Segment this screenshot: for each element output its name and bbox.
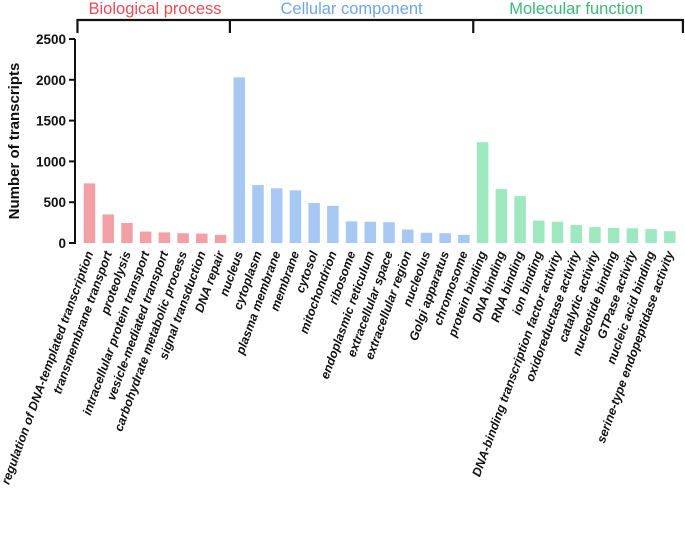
y-tick-label: 1500 [36, 114, 66, 129]
bar [121, 223, 133, 243]
bar [420, 232, 433, 243]
bar [289, 190, 302, 243]
category-label: regulation of DNA-templated transcriptio… [0, 249, 96, 486]
bar [401, 229, 414, 243]
y-tick-label: 500 [43, 195, 66, 210]
bar [364, 221, 377, 243]
bar [439, 233, 451, 243]
y-tick-label: 0 [58, 236, 66, 251]
y-axis-title: Number of transcripts [6, 63, 23, 220]
bar [270, 188, 283, 243]
bar [514, 196, 526, 243]
bar [327, 205, 339, 243]
bar [570, 225, 582, 243]
bar [214, 234, 227, 243]
bar [645, 229, 657, 243]
group-title: Biological process [89, 0, 222, 18]
bar [607, 227, 620, 243]
bar [102, 214, 114, 243]
bar [83, 183, 96, 243]
bar [233, 77, 246, 244]
bar [383, 222, 395, 243]
bar [252, 185, 264, 243]
bar [476, 142, 489, 243]
bar [664, 231, 676, 243]
bar [589, 227, 601, 243]
bar [533, 220, 545, 243]
bar [139, 231, 152, 243]
y-tick-label: 2000 [36, 73, 66, 88]
bar [458, 234, 470, 243]
bar [626, 228, 639, 243]
bar [308, 203, 320, 243]
bar [177, 233, 189, 243]
group-title: Cellular component [280, 0, 423, 18]
group-title: Molecular function [509, 0, 643, 18]
y-tick-label: 2500 [36, 32, 66, 47]
bar [495, 189, 508, 243]
y-tick-label: 1000 [36, 154, 66, 169]
bar [551, 221, 564, 243]
bar [345, 221, 358, 243]
bar [158, 232, 171, 243]
bar [196, 233, 208, 243]
